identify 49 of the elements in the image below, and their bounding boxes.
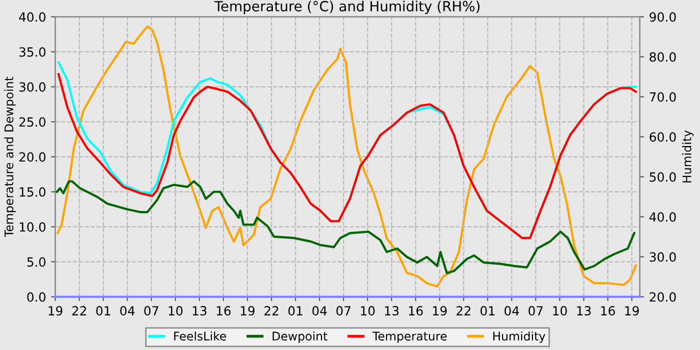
y2-tick-label: 80.0 <box>650 52 676 62</box>
x-tick-label: 01 <box>288 306 302 316</box>
x-tick-label: 10 <box>553 306 567 316</box>
x-tick-label: 07 <box>336 306 350 316</box>
x-tick-label: 19 <box>48 306 62 316</box>
x-tick-label: 16 <box>601 306 615 316</box>
y-tick-label: 35.0 <box>19 47 46 57</box>
legend-label: FeelsLike <box>174 331 226 341</box>
x-tick-label: 13 <box>385 306 399 316</box>
x-tick-label: 22 <box>456 306 470 316</box>
y2-tick-label: 30.0 <box>650 252 676 262</box>
x-tick-label: 04 <box>504 306 519 316</box>
legend-label: Humidity <box>493 331 546 343</box>
y-tick-label: 5.0 <box>27 257 46 267</box>
y2-tick-label: 60.0 <box>650 132 676 142</box>
x-tick-label: 22 <box>72 306 86 316</box>
y2-tick-label: 40.0 <box>649 212 676 222</box>
x-tick-label: 04 <box>120 306 135 316</box>
x-tick-label: 07 <box>144 306 158 316</box>
y2-tick-label: 90.0 <box>650 12 676 22</box>
x-tick-label: 19 <box>625 306 639 316</box>
y-tick-label: 15.0 <box>20 187 46 197</box>
legend-label: Dewpoint <box>272 331 328 343</box>
y2-axis-title: Humidity <box>682 130 694 182</box>
y2-tick-label: 50.0 <box>650 172 676 182</box>
y-tick-label: 30.0 <box>19 82 46 92</box>
x-tick-label: 19 <box>240 306 255 316</box>
x-tick-label: 13 <box>192 306 206 316</box>
x-tick-label: 07 <box>528 306 543 316</box>
y-tick-label: 0.0 <box>27 292 46 302</box>
x-tick-label: 01 <box>96 306 110 316</box>
x-tick-label: 10 <box>360 306 375 316</box>
y2-tick-label: 70.0 <box>650 92 676 102</box>
x-tick-label: 16 <box>216 306 231 316</box>
x-tick-label: 22 <box>264 306 278 316</box>
y-tick-label: 25.0 <box>19 117 46 127</box>
x-tick-label: 04 <box>312 306 327 316</box>
y-tick-label: 40.0 <box>19 12 46 22</box>
y-tick-label: 10.0 <box>20 222 46 232</box>
legend-label: Temperature <box>372 332 447 343</box>
x-tick-label: 19 <box>433 306 447 316</box>
x-tick-label: 16 <box>409 306 423 316</box>
chart-title: Temperature (°C) and Humidity (RH%) <box>214 0 480 14</box>
x-tick-label: 10 <box>168 306 183 316</box>
y-axis-title: Temperature and Dewpoint <box>4 76 16 238</box>
y-tick-label: 20.0 <box>19 152 46 162</box>
x-tick-label: 01 <box>480 306 494 316</box>
x-tick-label: 13 <box>577 306 591 316</box>
y2-tick-label: 20.0 <box>650 292 676 302</box>
